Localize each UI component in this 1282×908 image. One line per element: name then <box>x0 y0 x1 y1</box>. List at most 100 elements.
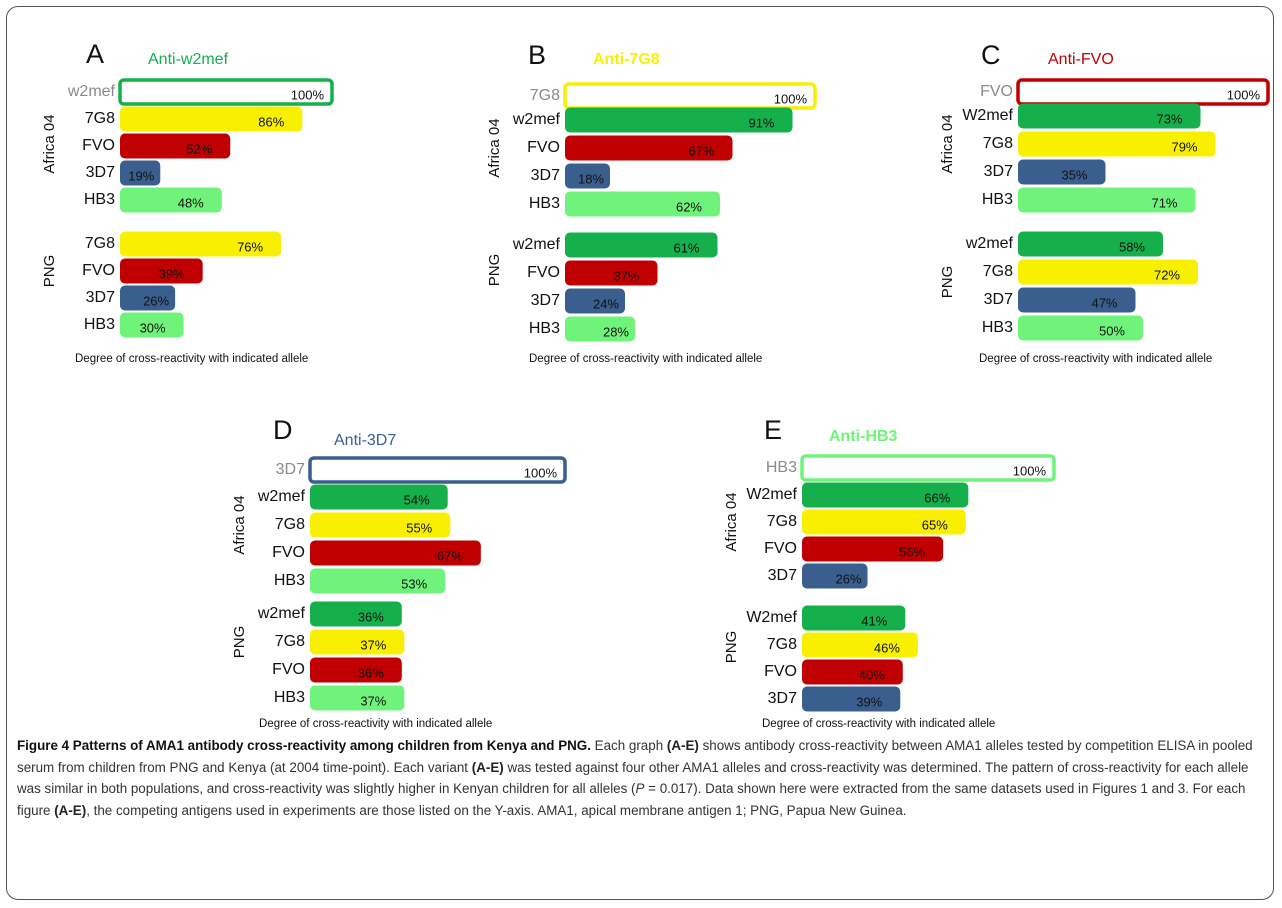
category-label: 7G8 <box>275 516 305 533</box>
value-label: 35% <box>1061 167 1087 182</box>
x-axis-label: Degree of cross-reactivity with indicate… <box>762 718 995 730</box>
value-label: 72% <box>1154 267 1180 282</box>
category-label: 7G8 <box>85 235 115 252</box>
value-label: 66% <box>924 490 950 505</box>
group-label: PNG <box>723 631 740 664</box>
category-label: HB3 <box>274 572 305 589</box>
category-label: w2mef <box>512 236 561 253</box>
value-label: 58% <box>1119 239 1145 254</box>
caption-title: Figure 4 Patterns of AMA1 antibody cross… <box>17 738 591 753</box>
reference-label: w2mef <box>67 83 116 100</box>
bar <box>802 536 944 562</box>
reference-label: FVO <box>980 83 1013 100</box>
panel-letter: B <box>528 40 546 70</box>
category-label: FVO <box>527 264 560 281</box>
value-label: 41% <box>861 613 887 628</box>
value-label: 67% <box>437 548 463 563</box>
value-label: 61% <box>673 240 699 255</box>
bar <box>1018 159 1106 185</box>
category-label: 7G8 <box>275 633 305 650</box>
group-label: PNG <box>41 255 58 288</box>
caption-panel-ref: (A-E) <box>54 802 87 818</box>
reference-value-label: 100% <box>524 465 558 480</box>
bar <box>120 312 184 338</box>
bar <box>310 685 405 711</box>
value-label: 54% <box>404 492 430 507</box>
reference-label: 7G8 <box>530 87 560 104</box>
value-label: 56% <box>899 544 925 559</box>
bar <box>565 107 793 133</box>
bar <box>802 605 906 631</box>
value-label: 37% <box>360 693 386 708</box>
category-label: 3D7 <box>984 163 1013 180</box>
reference-value-label: 100% <box>1013 463 1047 478</box>
bar <box>802 482 969 508</box>
value-label: 26% <box>143 293 169 308</box>
figure-charts: A Anti-w2mef w2mef 100% 7G8 86% FVO 52% 3D7 19% HB… <box>41 39 1270 730</box>
bar <box>565 135 733 161</box>
value-label: 36% <box>358 665 384 680</box>
group-label: Africa 04 <box>231 495 248 554</box>
caption-text: = 0.017). Data shown here were extracted… <box>17 781 1246 818</box>
value-label: 73% <box>1156 111 1182 126</box>
panel-letter: E <box>764 415 782 445</box>
category-label: 3D7 <box>86 164 115 181</box>
group-label: Africa 04 <box>486 118 503 177</box>
panel-letter: C <box>981 40 1001 70</box>
value-label: 37% <box>613 268 639 283</box>
category-label: 7G8 <box>983 135 1013 152</box>
value-label: 52% <box>186 141 212 156</box>
caption-text: Each graph <box>590 738 667 753</box>
x-axis-label: Degree of cross-reactivity with indicate… <box>979 353 1212 365</box>
value-label: 91% <box>748 115 774 130</box>
category-label: 3D7 <box>531 167 560 184</box>
category-label: 3D7 <box>531 292 560 309</box>
bar <box>802 632 918 658</box>
bar <box>1018 259 1198 285</box>
chart-title: Anti-3D7 <box>334 432 396 449</box>
bar <box>802 659 903 685</box>
category-label: HB3 <box>84 191 115 208</box>
value-label: 19% <box>128 168 154 183</box>
bar <box>310 568 446 594</box>
bar <box>565 191 720 217</box>
reference-bar <box>118 78 334 106</box>
value-label: 18% <box>578 171 604 186</box>
panel-letter: D <box>273 415 293 445</box>
bar <box>1018 103 1201 129</box>
group-label: Africa 04 <box>723 492 740 551</box>
value-label: 50% <box>1099 323 1125 338</box>
category-label: FVO <box>527 139 560 156</box>
value-label: 39% <box>159 266 185 281</box>
value-label: 28% <box>603 324 629 339</box>
bar <box>802 563 868 589</box>
reference-label: 3D7 <box>276 461 305 478</box>
value-label: 76% <box>237 239 263 254</box>
value-label: 86% <box>258 114 284 129</box>
group-label: PNG <box>939 266 956 299</box>
bar <box>1018 187 1196 213</box>
value-label: 39% <box>856 694 882 709</box>
figure-caption: Figure 4 Patterns of AMA1 antibody cross… <box>17 735 1267 821</box>
category-label: w2mef <box>257 488 306 505</box>
value-label: 30% <box>140 320 166 335</box>
bar <box>120 258 203 284</box>
group-label: Africa 04 <box>41 114 58 173</box>
bar <box>310 629 405 655</box>
value-label: 62% <box>676 199 702 214</box>
bar <box>565 163 610 189</box>
value-label: 71% <box>1151 195 1177 210</box>
reference-bar <box>308 456 567 484</box>
bar <box>565 288 625 314</box>
caption-text: , the competing antigens used in experim… <box>86 802 907 818</box>
caption-panel-ref: (A-E) <box>471 759 504 775</box>
category-label: 7G8 <box>85 110 115 127</box>
bar <box>565 316 635 342</box>
category-label: W2mef <box>746 486 797 503</box>
bar <box>310 601 402 627</box>
category-label: 3D7 <box>86 289 115 306</box>
bar <box>1018 315 1143 341</box>
category-label: w2mef <box>512 111 561 128</box>
group-label: Africa 04 <box>939 114 956 173</box>
bar <box>802 686 901 712</box>
